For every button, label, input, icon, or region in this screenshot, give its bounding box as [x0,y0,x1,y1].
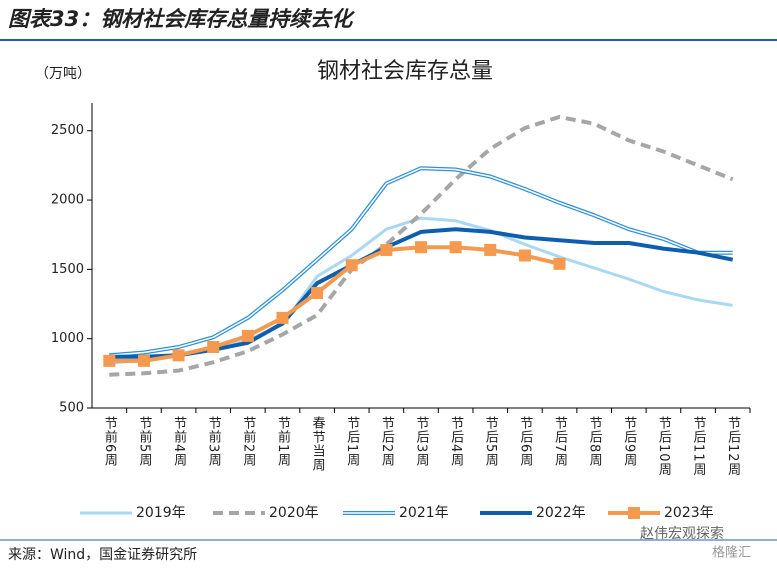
series-marker [484,243,497,256]
series-marker [241,329,254,342]
x-tick-label: 节后5周 [483,416,499,468]
watermark: 格隆汇 [712,545,751,561]
x-tick-label: 节后10周 [656,416,672,477]
x-tick-label: 节后8周 [587,416,603,468]
series-marker [311,286,324,299]
legend-label: 2023年 [664,505,714,521]
header-title: 图表33：钢材社会库存总量持续去化 [8,7,355,31]
x-tick-label: 节前1周 [275,416,291,468]
x-tick-label: 节前4周 [171,416,187,468]
series-marker [449,241,462,254]
y-tick-label: 500 [59,401,84,416]
series-marker [380,243,393,256]
y-axis-unit: （万吨） [35,66,91,82]
watermark: 赵伟宏观探索 [640,525,724,542]
series-marker [415,241,427,254]
source: 来源：Wind，国金证券研究所 [8,547,197,563]
x-tick-label: 节前2周 [240,416,256,468]
y-tick-label: 2500 [51,123,84,138]
series-marker [345,259,358,272]
x-tick-label: 春节当周 [310,416,326,472]
series-marker [207,341,220,353]
y-tick-label: 2000 [51,193,84,208]
series-line-inner [109,167,733,357]
x-tick-label: 节后1周 [344,416,360,468]
x-tick-label: 节后4周 [448,416,464,468]
series-marker [103,354,116,367]
x-tick-label: 节后11周 [691,416,707,477]
x-tick-label: 节后2周 [379,416,395,468]
legend-swatch [628,507,640,519]
x-tick-label: 节前5周 [136,416,152,468]
series-marker [276,311,289,324]
x-tick-label: 节后3周 [414,416,430,468]
legend-label: 2022年 [536,505,586,521]
series-line [109,114,734,377]
x-tick-label: 节后6周 [517,416,533,468]
series-marker [518,249,531,262]
series-marker [137,354,150,367]
x-tick-label: 节前3周 [206,416,222,468]
y-tick-label: 1500 [51,262,84,277]
x-tick-label: 节后7周 [552,416,568,468]
legend-label: 2019年 [136,505,186,521]
x-tick-label: 节前6周 [102,416,118,468]
series-line [109,166,733,358]
series-marker [172,349,185,362]
x-tick-label: 节后9周 [621,416,637,468]
legend-label: 2021年 [399,505,449,521]
chart-title: 钢材社会库存总量 [317,59,493,84]
legend-label: 2020年 [269,505,319,521]
series-marker [553,257,566,270]
x-tick-label: 节后12周 [725,416,741,477]
y-tick-label: 1000 [51,331,84,346]
